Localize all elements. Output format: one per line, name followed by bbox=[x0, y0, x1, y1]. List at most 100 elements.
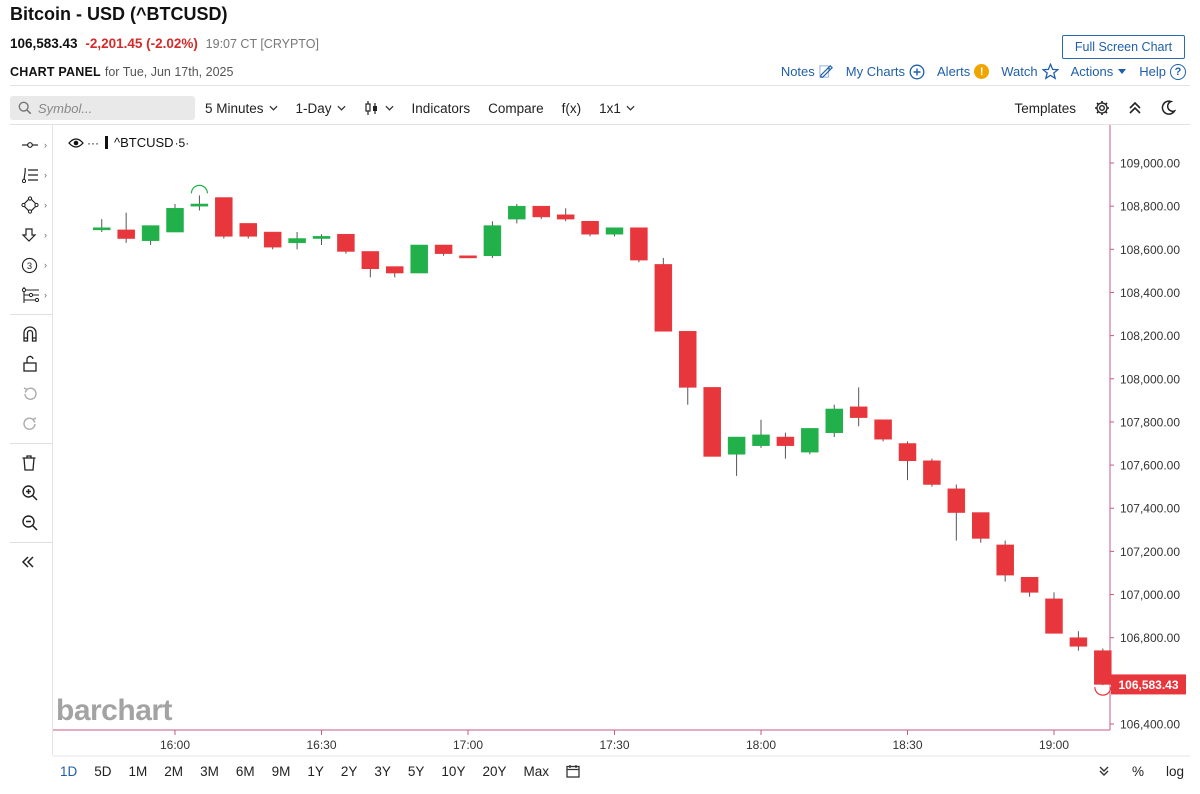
candle-down bbox=[1069, 637, 1088, 647]
actions-menu[interactable]: Actions bbox=[1071, 64, 1128, 79]
candle-down bbox=[361, 251, 380, 269]
period-1d[interactable]: 1D bbox=[60, 763, 78, 779]
my-charts-link[interactable]: My Charts bbox=[846, 64, 925, 80]
header-divider bbox=[10, 85, 1190, 86]
compare-button[interactable]: Compare bbox=[488, 100, 544, 116]
pattern-tool-icon[interactable]: › bbox=[10, 280, 52, 310]
candle-up bbox=[508, 205, 526, 220]
interval-dropdown[interactable]: 5 Minutes bbox=[205, 101, 278, 116]
candlestick-icon bbox=[364, 101, 377, 115]
legend-more-icon[interactable]: ··· bbox=[87, 135, 99, 150]
period-1m[interactable]: 1M bbox=[128, 763, 148, 779]
period-9m[interactable]: 9M bbox=[271, 763, 291, 779]
templates-button[interactable]: Templates bbox=[1014, 100, 1076, 116]
notes-link[interactable]: Notes bbox=[781, 64, 834, 79]
chart-toolbar: Symbol... 5 Minutes 1-Day Indicators Com… bbox=[10, 92, 1190, 124]
candle-up bbox=[605, 227, 624, 235]
symbol-search-input[interactable]: Symbol... bbox=[10, 96, 195, 120]
y-tick-label: 108,400.00 bbox=[1120, 286, 1180, 300]
period-2y[interactable]: 2Y bbox=[340, 763, 358, 779]
x-tick-label: 17:30 bbox=[599, 738, 629, 752]
candle-up bbox=[141, 225, 160, 241]
alerts-label: Alerts bbox=[937, 64, 971, 79]
period-1y[interactable]: 1Y bbox=[307, 763, 324, 779]
legend-series-marker bbox=[105, 136, 108, 149]
redo-icon[interactable] bbox=[10, 409, 52, 439]
candle-up bbox=[190, 203, 209, 207]
function-button[interactable]: f(x) bbox=[561, 100, 582, 116]
candle-down bbox=[679, 331, 697, 388]
layout-dropdown[interactable]: 1x1 bbox=[599, 101, 635, 116]
period-5y[interactable]: 5Y bbox=[407, 763, 425, 779]
y-tick-label: 108,200.00 bbox=[1120, 329, 1180, 343]
indicators-button[interactable]: Indicators bbox=[411, 100, 471, 116]
range-dropdown[interactable]: 1-Day bbox=[296, 101, 346, 116]
x-tick-label: 17:00 bbox=[453, 738, 483, 752]
y-tick-label: 106,800.00 bbox=[1120, 631, 1180, 645]
toolbar-right: Templates bbox=[1014, 100, 1190, 116]
period-bar: 1D 5D 1M 2M 3M 6M 9M 1Y 2Y 3Y 5Y 10Y 20Y Max % log bbox=[60, 758, 1190, 784]
last-price-tag bbox=[1111, 674, 1186, 695]
x-tick-label: 18:30 bbox=[892, 738, 922, 752]
candle-down bbox=[581, 221, 599, 235]
period-max[interactable]: Max bbox=[523, 763, 549, 779]
period-20y[interactable]: 20Y bbox=[482, 763, 507, 779]
candle-down bbox=[1045, 598, 1063, 634]
candle-down bbox=[630, 227, 648, 261]
fibonacci-tool-icon[interactable]: › bbox=[10, 160, 52, 190]
calendar-icon[interactable] bbox=[566, 764, 580, 778]
candle-down bbox=[556, 214, 575, 220]
candle-up bbox=[93, 227, 111, 231]
chevron-down-icon bbox=[337, 105, 346, 111]
zoom-in-icon[interactable] bbox=[10, 478, 52, 508]
candle-down bbox=[337, 233, 355, 252]
period-3y[interactable]: 3Y bbox=[374, 763, 391, 779]
help-link[interactable]: Help ? bbox=[1139, 63, 1186, 80]
percent-scale-toggle[interactable]: % bbox=[1131, 763, 1144, 779]
period-6m[interactable]: 6M bbox=[235, 763, 255, 779]
arrow-tool-icon[interactable]: › bbox=[10, 220, 52, 250]
crosshair-tool-icon[interactable]: › bbox=[10, 130, 52, 160]
search-icon bbox=[18, 101, 32, 115]
collapse-icon[interactable] bbox=[10, 547, 52, 577]
chart-panel-label: CHART PANEL bbox=[10, 65, 101, 79]
x-tick-label: 16:00 bbox=[160, 738, 190, 752]
range-label: 1-Day bbox=[295, 100, 332, 116]
watch-label: Watch bbox=[1001, 64, 1038, 79]
candle-down bbox=[263, 231, 282, 248]
shape-tool-icon[interactable]: › bbox=[10, 190, 52, 220]
trash-icon[interactable] bbox=[10, 448, 52, 478]
chart-type-dropdown[interactable] bbox=[364, 100, 394, 116]
eye-icon[interactable] bbox=[68, 137, 84, 149]
period-2m[interactable]: 2M bbox=[164, 763, 184, 779]
full-screen-chart-button[interactable]: Full Screen Chart bbox=[1062, 35, 1185, 59]
double-chevron-down-icon[interactable] bbox=[1098, 765, 1110, 777]
numbered-marker-icon[interactable]: 3 › bbox=[10, 250, 52, 280]
candle-down bbox=[972, 512, 990, 539]
period-10y[interactable]: 10Y bbox=[441, 763, 466, 779]
alert-warning-icon: ! bbox=[974, 64, 990, 79]
undo-icon[interactable] bbox=[10, 379, 52, 409]
session-low-marker bbox=[1094, 687, 1112, 696]
gear-icon[interactable] bbox=[1094, 100, 1110, 116]
magnet-icon[interactable] bbox=[10, 319, 52, 349]
zoom-out-icon[interactable] bbox=[10, 508, 52, 538]
actions-label: Actions bbox=[1070, 64, 1114, 79]
period-3m[interactable]: 3M bbox=[200, 763, 219, 779]
double-chevron-up-icon[interactable] bbox=[1128, 101, 1142, 115]
candle-down bbox=[947, 488, 966, 513]
page-title: Bitcoin - USD (^BTCUSD) bbox=[10, 4, 228, 24]
tools-divider bbox=[10, 443, 52, 444]
alerts-link[interactable]: Alerts ! bbox=[937, 64, 990, 79]
y-tick-label: 108,600.00 bbox=[1120, 243, 1180, 257]
candle-down bbox=[532, 205, 550, 218]
watch-link[interactable]: Watch bbox=[1001, 63, 1059, 80]
y-tick-label: 106,400.00 bbox=[1120, 718, 1180, 732]
moon-icon[interactable] bbox=[1160, 100, 1176, 116]
y-tick-label: 107,800.00 bbox=[1120, 415, 1180, 429]
unlock-icon[interactable] bbox=[10, 349, 52, 379]
quote-timestamp: 19:07 CT [CRYPTO] bbox=[205, 37, 319, 51]
period-5d[interactable]: 5D bbox=[94, 763, 112, 779]
log-scale-toggle[interactable]: log bbox=[1165, 763, 1184, 779]
